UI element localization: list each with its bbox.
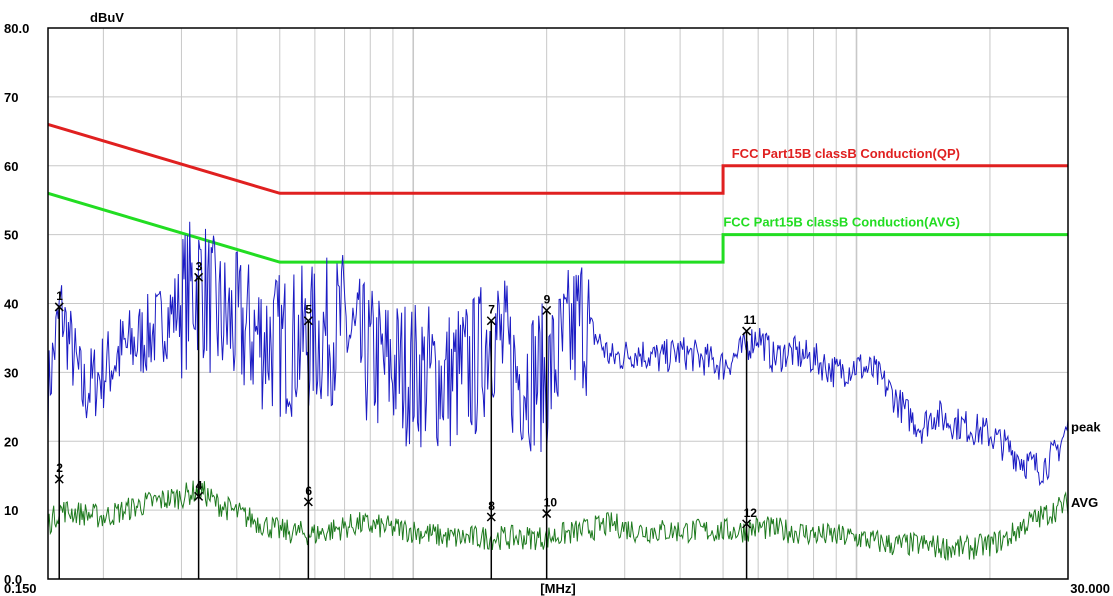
marker-x	[742, 326, 752, 336]
marker-x	[486, 512, 496, 522]
marker-label: 7	[488, 303, 495, 317]
marker-x	[542, 305, 552, 315]
peak-trace	[47, 221, 1069, 487]
series-labels: peak AVG	[1071, 419, 1101, 510]
marker-x	[742, 519, 752, 529]
marker-label: 2	[56, 461, 63, 475]
y-tick-labels: 0.0 10 20 30 40 50 60 70 80.0	[4, 21, 29, 587]
y-tick-label: 80.0	[4, 21, 29, 36]
x-tick-labels: 0.150 30.000	[4, 581, 1110, 596]
y-tick-label: 20	[4, 434, 18, 449]
limit-line	[47, 122, 1068, 195]
y-tick-label: 10	[4, 503, 18, 518]
limit-label: FCC Part15B classB Conduction(QP)	[732, 146, 960, 161]
avg-trace	[47, 478, 1069, 562]
x-tick-label: 30.000	[1070, 581, 1110, 596]
x-axis-label: [MHz]	[540, 581, 575, 596]
marker-x	[542, 509, 552, 519]
plot-frame	[47, 27, 1069, 580]
y-tick-label: 70	[4, 90, 18, 105]
marker-x	[303, 316, 313, 326]
measurement-traces	[47, 221, 1069, 562]
series-label: peak	[1071, 419, 1101, 434]
marker-x	[486, 316, 496, 326]
limit-label: FCC Part15B classB Conduction(AVG)	[723, 215, 960, 230]
marker-label: 3	[196, 259, 203, 273]
x-tick-label: 0.150	[4, 581, 37, 596]
marker-label: 8	[488, 499, 495, 513]
marker-label: 9	[544, 292, 551, 306]
marker-label: 10	[544, 496, 558, 510]
marker-x	[54, 302, 64, 312]
limit-line	[47, 191, 1068, 264]
limit-lines: FCC Part15B classB Conduction(QP) FCC Par…	[47, 122, 1068, 264]
y-tick-label: 50	[4, 228, 18, 243]
marker-x	[194, 272, 204, 282]
marker-label: 11	[744, 313, 757, 327]
series-label: AVG	[1071, 495, 1098, 510]
y-axis-label: dBuV	[90, 10, 124, 25]
marker-x	[194, 491, 204, 501]
marker-label: 1	[56, 289, 63, 303]
y-tick-label: 0.0	[4, 572, 22, 587]
y-tick-label: 40	[4, 297, 18, 312]
marker-label: 4	[196, 478, 203, 492]
y-tick-label: 60	[4, 159, 18, 174]
marker-label: 5	[305, 303, 312, 317]
y-tick-label: 30	[4, 365, 18, 380]
marker-label: 6	[305, 484, 312, 498]
marker-x	[303, 497, 313, 507]
marker-x	[54, 474, 64, 484]
marker-label: 12	[744, 506, 758, 520]
